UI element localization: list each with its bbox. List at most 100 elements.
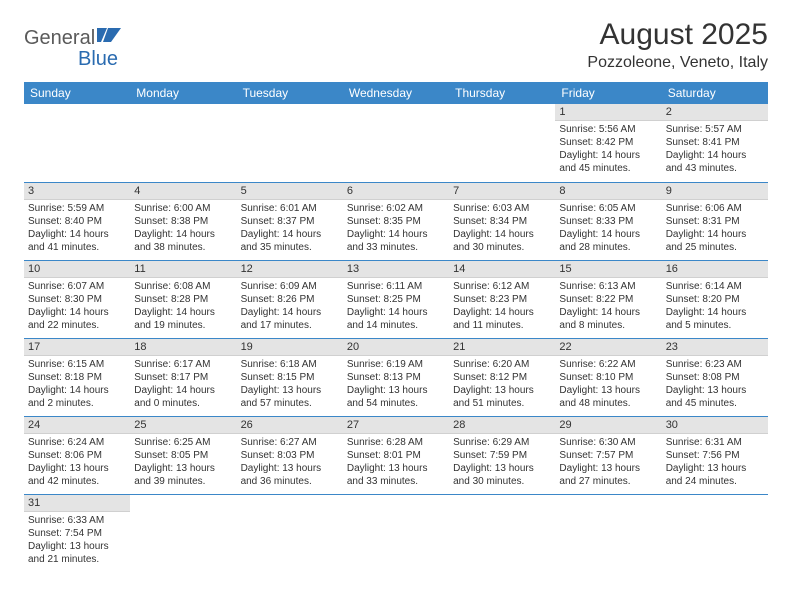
day-details: Sunrise: 6:08 AMSunset: 8:28 PMDaylight:… <box>130 278 236 334</box>
calendar-cell: 18Sunrise: 6:17 AMSunset: 8:17 PMDayligh… <box>130 338 236 416</box>
calendar-cell <box>449 494 555 572</box>
day-number: 8 <box>555 183 661 200</box>
day-detail-line: Sunrise: 6:13 AM <box>559 280 657 293</box>
day-detail-line: Daylight: 13 hours <box>453 384 551 397</box>
day-detail-line: Daylight: 13 hours <box>347 462 445 475</box>
day-detail-line: Daylight: 14 hours <box>28 306 126 319</box>
calendar-cell: 5Sunrise: 6:01 AMSunset: 8:37 PMDaylight… <box>237 182 343 260</box>
day-detail-line: Sunset: 8:22 PM <box>559 293 657 306</box>
day-details: Sunrise: 6:01 AMSunset: 8:37 PMDaylight:… <box>237 200 343 256</box>
calendar-cell <box>130 494 236 572</box>
day-details: Sunrise: 6:03 AMSunset: 8:34 PMDaylight:… <box>449 200 555 256</box>
day-number: 9 <box>662 183 768 200</box>
calendar-cell <box>24 104 130 182</box>
calendar-cell: 24Sunrise: 6:24 AMSunset: 8:06 PMDayligh… <box>24 416 130 494</box>
day-detail-line: and 19 minutes. <box>134 319 232 332</box>
calendar-cell: 8Sunrise: 6:05 AMSunset: 8:33 PMDaylight… <box>555 182 661 260</box>
day-header: Saturday <box>662 82 768 104</box>
calendar-cell: 29Sunrise: 6:30 AMSunset: 7:57 PMDayligh… <box>555 416 661 494</box>
calendar-cell: 14Sunrise: 6:12 AMSunset: 8:23 PMDayligh… <box>449 260 555 338</box>
day-detail-line: and 39 minutes. <box>134 475 232 488</box>
day-details: Sunrise: 6:31 AMSunset: 7:56 PMDaylight:… <box>662 434 768 490</box>
day-detail-line: Sunset: 8:34 PM <box>453 215 551 228</box>
day-header: Thursday <box>449 82 555 104</box>
logo-flag-icon <box>97 26 123 44</box>
day-detail-line: Daylight: 13 hours <box>347 384 445 397</box>
calendar-row: 10Sunrise: 6:07 AMSunset: 8:30 PMDayligh… <box>24 260 768 338</box>
day-details: Sunrise: 6:05 AMSunset: 8:33 PMDaylight:… <box>555 200 661 256</box>
day-detail-line: and 45 minutes. <box>666 397 764 410</box>
calendar-cell: 10Sunrise: 6:07 AMSunset: 8:30 PMDayligh… <box>24 260 130 338</box>
day-detail-line: Sunset: 8:31 PM <box>666 215 764 228</box>
day-details: Sunrise: 6:12 AMSunset: 8:23 PMDaylight:… <box>449 278 555 334</box>
day-detail-line: Daylight: 14 hours <box>28 228 126 241</box>
day-number: 29 <box>555 417 661 434</box>
day-detail-line: Daylight: 14 hours <box>453 306 551 319</box>
day-detail-line: Sunrise: 5:56 AM <box>559 123 657 136</box>
title-block: August 2025 Pozzoleone, Veneto, Italy <box>587 18 768 72</box>
day-detail-line: Sunset: 8:42 PM <box>559 136 657 149</box>
calendar-cell <box>662 494 768 572</box>
day-detail-line: Daylight: 14 hours <box>559 149 657 162</box>
day-detail-line: and 42 minutes. <box>28 475 126 488</box>
calendar-cell: 1Sunrise: 5:56 AMSunset: 8:42 PMDaylight… <box>555 104 661 182</box>
day-header: Sunday <box>24 82 130 104</box>
calendar-cell: 13Sunrise: 6:11 AMSunset: 8:25 PMDayligh… <box>343 260 449 338</box>
day-detail-line: Daylight: 13 hours <box>241 384 339 397</box>
day-details: Sunrise: 6:27 AMSunset: 8:03 PMDaylight:… <box>237 434 343 490</box>
day-details: Sunrise: 6:00 AMSunset: 8:38 PMDaylight:… <box>130 200 236 256</box>
day-detail-line: and 25 minutes. <box>666 241 764 254</box>
day-detail-line: and 14 minutes. <box>347 319 445 332</box>
day-detail-line: Sunset: 8:20 PM <box>666 293 764 306</box>
day-number: 19 <box>237 339 343 356</box>
day-detail-line: Daylight: 13 hours <box>453 462 551 475</box>
day-detail-line: Sunset: 8:01 PM <box>347 449 445 462</box>
day-detail-line: Daylight: 14 hours <box>666 228 764 241</box>
month-title: August 2025 <box>587 18 768 52</box>
day-details: Sunrise: 6:18 AMSunset: 8:15 PMDaylight:… <box>237 356 343 412</box>
day-number: 21 <box>449 339 555 356</box>
calendar-cell: 23Sunrise: 6:23 AMSunset: 8:08 PMDayligh… <box>662 338 768 416</box>
day-detail-line: Sunrise: 6:11 AM <box>347 280 445 293</box>
day-detail-line: Daylight: 14 hours <box>241 228 339 241</box>
calendar-cell: 9Sunrise: 6:06 AMSunset: 8:31 PMDaylight… <box>662 182 768 260</box>
day-number: 10 <box>24 261 130 278</box>
day-detail-line: Sunrise: 6:28 AM <box>347 436 445 449</box>
calendar-cell: 19Sunrise: 6:18 AMSunset: 8:15 PMDayligh… <box>237 338 343 416</box>
day-detail-line: Sunset: 8:25 PM <box>347 293 445 306</box>
day-detail-line: and 33 minutes. <box>347 475 445 488</box>
day-number: 6 <box>343 183 449 200</box>
day-details: Sunrise: 6:30 AMSunset: 7:57 PMDaylight:… <box>555 434 661 490</box>
day-detail-line: Sunrise: 6:23 AM <box>666 358 764 371</box>
day-detail-line: Sunrise: 6:33 AM <box>28 514 126 527</box>
day-detail-line: Daylight: 13 hours <box>134 462 232 475</box>
day-number: 11 <box>130 261 236 278</box>
day-detail-line: and 5 minutes. <box>666 319 764 332</box>
day-detail-line: Sunrise: 6:17 AM <box>134 358 232 371</box>
day-details: Sunrise: 6:28 AMSunset: 8:01 PMDaylight:… <box>343 434 449 490</box>
day-number: 31 <box>24 495 130 512</box>
day-detail-line: Sunset: 8:38 PM <box>134 215 232 228</box>
day-number: 20 <box>343 339 449 356</box>
day-detail-line: and 24 minutes. <box>666 475 764 488</box>
calendar-cell: 17Sunrise: 6:15 AMSunset: 8:18 PMDayligh… <box>24 338 130 416</box>
day-detail-line: and 41 minutes. <box>28 241 126 254</box>
day-number: 27 <box>343 417 449 434</box>
day-detail-line: Daylight: 13 hours <box>559 462 657 475</box>
calendar-row: 1Sunrise: 5:56 AMSunset: 8:42 PMDaylight… <box>24 104 768 182</box>
day-detail-line: Sunrise: 5:59 AM <box>28 202 126 215</box>
day-detail-line: Sunrise: 6:08 AM <box>134 280 232 293</box>
day-detail-line: Daylight: 14 hours <box>134 384 232 397</box>
day-detail-line: Sunrise: 6:31 AM <box>666 436 764 449</box>
day-number: 15 <box>555 261 661 278</box>
day-number: 28 <box>449 417 555 434</box>
day-details: Sunrise: 6:25 AMSunset: 8:05 PMDaylight:… <box>130 434 236 490</box>
day-number: 17 <box>24 339 130 356</box>
calendar-cell: 7Sunrise: 6:03 AMSunset: 8:34 PMDaylight… <box>449 182 555 260</box>
day-header: Tuesday <box>237 82 343 104</box>
day-detail-line: Sunrise: 5:57 AM <box>666 123 764 136</box>
day-detail-line: Daylight: 14 hours <box>241 306 339 319</box>
day-details: Sunrise: 6:23 AMSunset: 8:08 PMDaylight:… <box>662 356 768 412</box>
day-detail-line: and 30 minutes. <box>453 475 551 488</box>
calendar-row: 17Sunrise: 6:15 AMSunset: 8:18 PMDayligh… <box>24 338 768 416</box>
